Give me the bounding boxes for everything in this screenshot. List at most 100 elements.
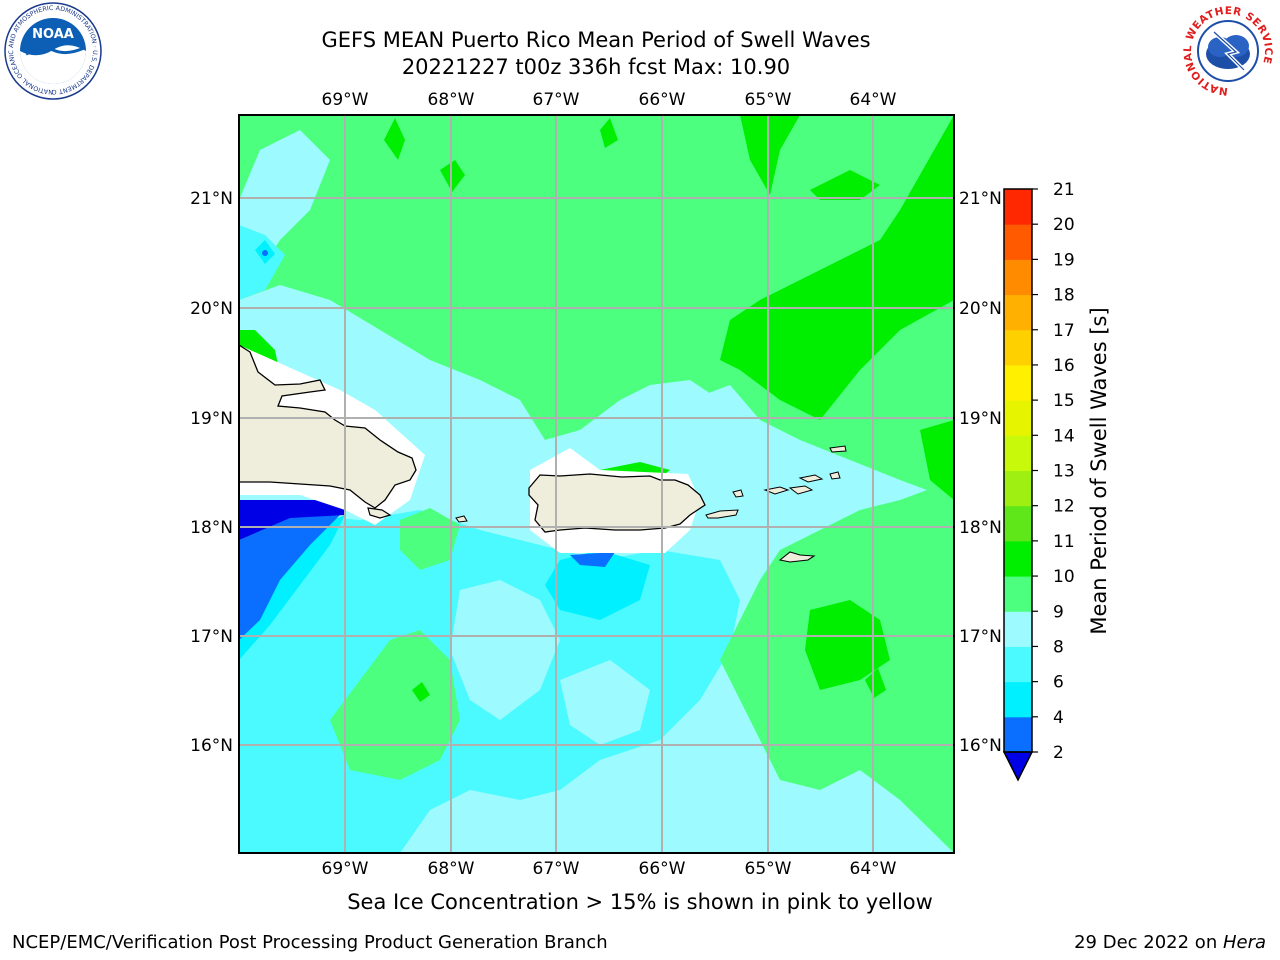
- colorbar-swatch: [1004, 716, 1032, 753]
- colorbar-tick-label: 2: [1053, 743, 1064, 763]
- colorbar-tick-label: 10: [1053, 567, 1075, 587]
- colorbar-swatch: [1004, 435, 1032, 471]
- colorbar-tick-label: 20: [1053, 215, 1075, 235]
- colorbar-tick-label: 4: [1053, 708, 1064, 728]
- colorbar-tick-label: 16: [1053, 356, 1075, 376]
- contour-6-8-northwest: [239, 225, 285, 300]
- contour-2-4-point: [262, 250, 268, 256]
- lat-label-right: 19°N: [959, 409, 1002, 429]
- island-saona: [367, 507, 392, 519]
- contour-8-9-patch: [680, 385, 760, 470]
- colorbar-swatch: [1004, 540, 1032, 577]
- lon-label-bottom: 67°W: [533, 859, 580, 879]
- lon-label-top: 65°W: [745, 90, 792, 110]
- lat-label-left: 21°N: [190, 189, 233, 209]
- contour-10-11-patch: [865, 668, 886, 698]
- island-virgin-gorda: [829, 471, 841, 480]
- contour-4-6: [545, 550, 650, 620]
- colorbar-tick-label: 15: [1053, 391, 1075, 411]
- contour-10-11-patch: [600, 118, 618, 148]
- lon-label-bottom: 68°W: [428, 859, 475, 879]
- colorbar-tick-label: 6: [1053, 673, 1064, 693]
- lat-label-left: 20°N: [190, 299, 233, 319]
- lon-label-bottom: 65°W: [745, 859, 792, 879]
- island-tortola: [798, 474, 824, 483]
- contour-10-11-patch: [920, 420, 954, 500]
- lon-label-bottom: 64°W: [850, 859, 897, 879]
- swell-period-field: [239, 115, 954, 853]
- lat-label-right: 18°N: [959, 518, 1002, 538]
- contour-9-10-patch: [400, 508, 460, 570]
- colorbar-tick-label: 17: [1053, 321, 1075, 341]
- colorbar-swatch: [1004, 189, 1032, 225]
- colorbar-swatch: [1004, 576, 1032, 612]
- colorbar-swatch: [1004, 505, 1032, 542]
- land-hispaniola: [239, 344, 417, 509]
- contour-10-11-patch: [384, 118, 405, 160]
- colorbar-tick-label: 8: [1053, 637, 1064, 657]
- colorbar-swatch: [1004, 470, 1032, 507]
- lon-label-top: 69°W: [322, 90, 369, 110]
- colorbar-tick-label: 12: [1053, 497, 1075, 517]
- contour-2-4-pr: [570, 552, 615, 567]
- colorbar-tick-label: 13: [1053, 462, 1075, 482]
- lat-label-left: 16°N: [190, 736, 233, 756]
- island-st-thomas: [763, 486, 790, 495]
- map-frame: [238, 114, 955, 854]
- footer-date: 29 Dec 2022 on Hera: [1074, 932, 1266, 953]
- lon-label-top: 68°W: [428, 90, 475, 110]
- colorbar-swatch: [1004, 329, 1032, 366]
- noaa-logo-text: NOAA: [32, 27, 74, 42]
- contour-8-9-patch: [450, 580, 560, 720]
- footer-credit: NCEP/EMC/Verification Post Processing Pr…: [12, 932, 608, 953]
- colorbar-tick-label: 14: [1053, 426, 1075, 446]
- colorbar: 2 4 6 8 9 10 11 12 13 14 15 16 17 18 19 20 21: [1002, 180, 1075, 782]
- colorbar-swatch: [1004, 259, 1032, 296]
- island-st-john: [788, 485, 814, 495]
- map-subtitle: 20221227 t00z 336h fcst Max: 10.90: [401, 55, 791, 79]
- island-culebra: [732, 489, 744, 498]
- colorbar-swatch: [1004, 611, 1032, 647]
- lat-label-left: 17°N: [190, 627, 233, 647]
- contour-2-4-west: [239, 510, 345, 640]
- noaa-logo: NATIONAL OCEANIC AND ATMOSPHERIC ADMINIS…: [2, 2, 102, 100]
- colorbar-swatch: [1004, 646, 1032, 683]
- contour-10-11-southeast: [805, 600, 890, 690]
- colorbar-swatch: [1004, 681, 1032, 718]
- contour-4-6-west: [239, 515, 345, 660]
- lat-label-right: 16°N: [959, 736, 1002, 756]
- colorbar-tick-label: 18: [1053, 286, 1075, 306]
- sea-ice-note: Sea Ice Concentration > 15% is shown in …: [347, 890, 933, 914]
- colorbar-tick-label: 21: [1053, 180, 1075, 200]
- contour-below-2: [239, 500, 345, 540]
- colorbar-tick-label: 11: [1053, 532, 1075, 552]
- lon-label-top: 66°W: [639, 90, 686, 110]
- island-anegada: [829, 445, 847, 453]
- lon-label-top: 64°W: [850, 90, 897, 110]
- lon-label-bottom: 66°W: [639, 859, 686, 879]
- contour-9-10-southwest: [330, 630, 460, 780]
- footer-host: Hera: [1222, 932, 1266, 953]
- colorbar-title: Mean Period of Swell Waves [s]: [1087, 307, 1111, 634]
- contour-10-11-patch: [810, 170, 880, 200]
- nws-logo: NATIONAL WEATHER SERVICE: [1181, 4, 1275, 98]
- colorbar-swatch: [1004, 294, 1032, 331]
- contour-10-11-patch: [440, 160, 465, 192]
- contour-10-11-northeast: [720, 115, 954, 420]
- footer-date-text: 29 Dec 2022 on: [1074, 932, 1223, 953]
- island-mona: [455, 515, 468, 523]
- lat-label-right: 17°N: [959, 627, 1002, 647]
- colorbar-swatch: [1004, 224, 1032, 260]
- map-title: GEFS MEAN Puerto Rico Mean Period of Swe…: [321, 28, 871, 52]
- colorbar-tick-label: 19: [1053, 250, 1075, 270]
- lon-label-top: 67°W: [533, 90, 580, 110]
- colorbar-swatch: [1004, 364, 1032, 401]
- graticule: [239, 115, 954, 853]
- lon-label-bottom: 69°W: [322, 859, 369, 879]
- lat-label-right: 20°N: [959, 299, 1002, 319]
- colorbar-under-extension: [1002, 751, 1034, 782]
- island-vieques: [705, 509, 739, 519]
- lat-label-right: 21°N: [959, 189, 1002, 209]
- contour-10-11-patch: [740, 115, 800, 195]
